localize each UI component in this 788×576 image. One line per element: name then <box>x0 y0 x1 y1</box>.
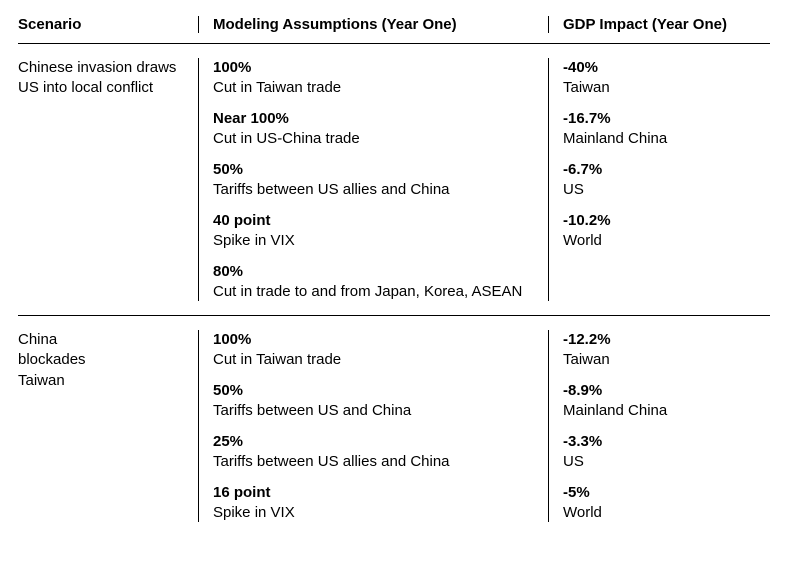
assumption-item: 40 point Spike in VIX <box>213 211 536 250</box>
assumption-desc: Tariffs between US allies and China <box>213 452 536 472</box>
assumption-desc: Spike in VIX <box>213 503 536 523</box>
assumption-desc: Cut in Taiwan trade <box>213 78 536 98</box>
assumption-item: 100% Cut in Taiwan trade <box>213 330 536 369</box>
assumption-desc: Cut in US-China trade <box>213 129 536 149</box>
assumption-desc: Spike in VIX <box>213 231 536 251</box>
gdp-value: -5% <box>563 483 770 503</box>
gdp-value: -3.3% <box>563 432 770 452</box>
assumption-item: 16 point Spike in VIX <box>213 483 536 522</box>
gdp-desc: Mainland China <box>563 401 770 421</box>
gdp-desc: Taiwan <box>563 78 770 98</box>
assumption-desc: Cut in trade to and from Japan, Korea, A… <box>213 282 536 302</box>
assumption-desc: Cut in Taiwan trade <box>213 350 536 370</box>
assumption-desc: Tariffs between US allies and China <box>213 180 536 200</box>
gdp-item: -5% World <box>563 483 770 522</box>
gdp-desc: World <box>563 231 770 251</box>
table-row: Chinese invasion draws US into local con… <box>18 44 770 315</box>
assumption-value: 100% <box>213 330 536 350</box>
assumption-item: 80% Cut in trade to and from Japan, Kore… <box>213 262 536 301</box>
gdp-desc: US <box>563 180 770 200</box>
scenario-cell: Chinese invasion draws US into local con… <box>18 58 198 301</box>
gdp-item: -10.2% World <box>563 211 770 250</box>
gdp-value: -8.9% <box>563 381 770 401</box>
scenario-text: China blockades Taiwan <box>18 330 128 391</box>
assumption-item: 100% Cut in Taiwan trade <box>213 58 536 97</box>
assumption-value: 40 point <box>213 211 536 231</box>
gdp-value: -40% <box>563 58 770 78</box>
assumptions-cell: 100% Cut in Taiwan trade Near 100% Cut i… <box>198 58 548 301</box>
header-scenario: Scenario <box>18 16 198 33</box>
scenario-cell: China blockades Taiwan <box>18 330 198 522</box>
gdp-item: -3.3% US <box>563 432 770 471</box>
table-header-row: Scenario Modeling Assumptions (Year One)… <box>18 16 770 44</box>
gdp-desc: US <box>563 452 770 472</box>
assumption-value: 25% <box>213 432 536 452</box>
gdp-value: -6.7% <box>563 160 770 180</box>
assumption-item: Near 100% Cut in US-China trade <box>213 109 536 148</box>
gdp-desc: Taiwan <box>563 350 770 370</box>
assumption-item: 50% Tariffs between US allies and China <box>213 160 536 199</box>
gdp-item: -8.9% Mainland China <box>563 381 770 420</box>
gdp-item: -40% Taiwan <box>563 58 770 97</box>
header-gdp: GDP Impact (Year One) <box>548 16 770 33</box>
gdp-value: -12.2% <box>563 330 770 350</box>
assumption-value: 50% <box>213 160 536 180</box>
assumption-item: 50% Tariffs between US and China <box>213 381 536 420</box>
header-assumptions: Modeling Assumptions (Year One) <box>198 16 548 33</box>
assumption-desc: Tariffs between US and China <box>213 401 536 421</box>
assumption-value: 50% <box>213 381 536 401</box>
scenario-text: Chinese invasion draws US into local con… <box>18 58 186 99</box>
assumption-value: Near 100% <box>213 109 536 129</box>
assumption-item: 25% Tariffs between US allies and China <box>213 432 536 471</box>
gdp-value: -10.2% <box>563 211 770 231</box>
gdp-item: -16.7% Mainland China <box>563 109 770 148</box>
assumption-value: 16 point <box>213 483 536 503</box>
assumption-value: 80% <box>213 262 536 282</box>
gdp-desc: Mainland China <box>563 129 770 149</box>
gdp-desc: World <box>563 503 770 523</box>
assumptions-cell: 100% Cut in Taiwan trade 50% Tariffs bet… <box>198 330 548 522</box>
scenario-table: Scenario Modeling Assumptions (Year One)… <box>18 16 770 536</box>
gdp-cell: -40% Taiwan -16.7% Mainland China -6.7% … <box>548 58 770 301</box>
gdp-value: -16.7% <box>563 109 770 129</box>
table-row: China blockades Taiwan 100% Cut in Taiwa… <box>18 315 770 536</box>
gdp-item: -12.2% Taiwan <box>563 330 770 369</box>
gdp-cell: -12.2% Taiwan -8.9% Mainland China -3.3%… <box>548 330 770 522</box>
gdp-item: -6.7% US <box>563 160 770 199</box>
assumption-value: 100% <box>213 58 536 78</box>
